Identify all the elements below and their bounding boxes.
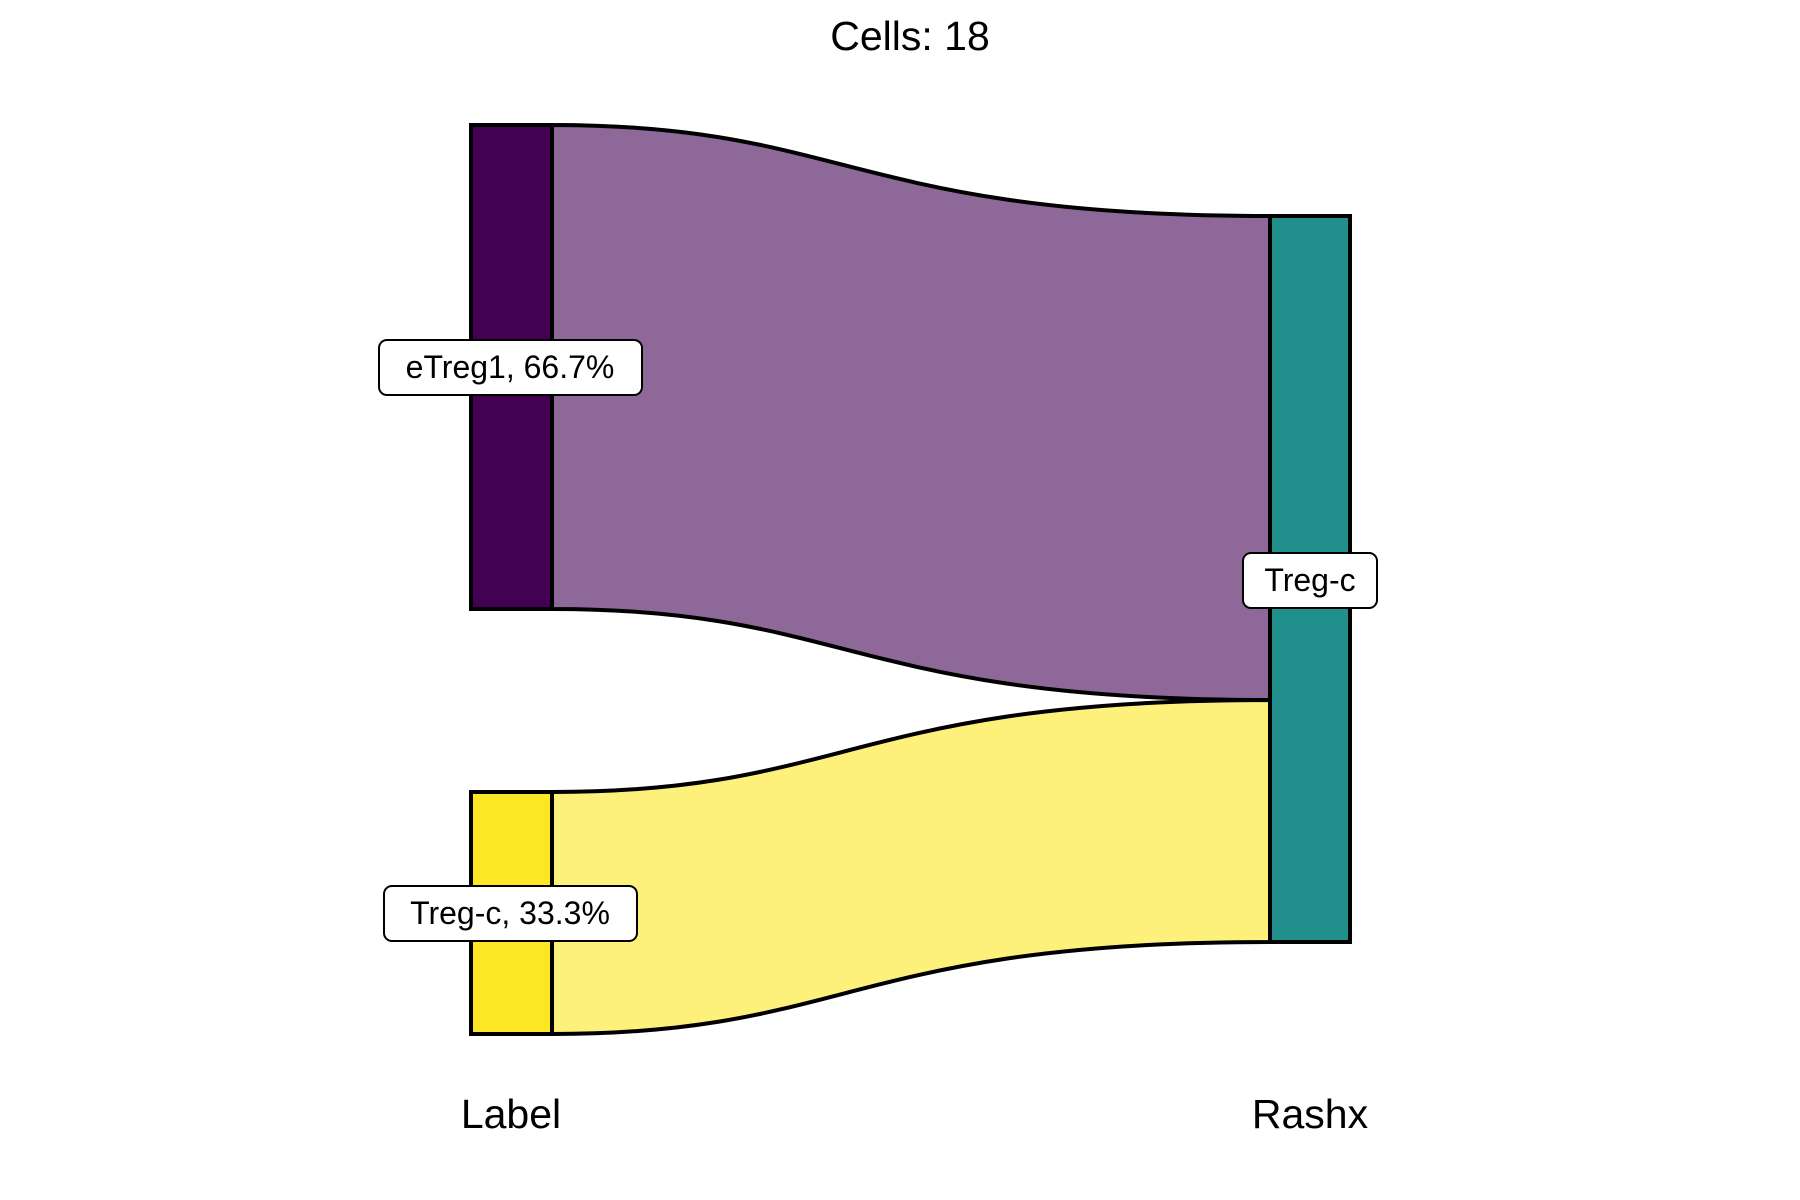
label-treg-c-left: Treg-c, 33.3% [383,885,638,942]
label-treg-c-right: Treg-c [1242,552,1378,609]
axis-label-right: Rashx [1252,1091,1369,1137]
label-treg-c-right-text: Treg-c [1264,562,1355,598]
flow-treg-c-to-treg-c [550,697,1272,1037]
label-treg-c-left-text: Treg-c, 33.3% [410,895,610,931]
flow-etreg1-to-treg-c [550,122,1272,703]
label-etreg1: eTreg1, 66.7% [378,339,643,396]
axis-label-left: Label [461,1091,561,1137]
label-etreg1-text: eTreg1, 66.7% [406,349,615,385]
chart-title: Cells: 18 [830,13,990,59]
